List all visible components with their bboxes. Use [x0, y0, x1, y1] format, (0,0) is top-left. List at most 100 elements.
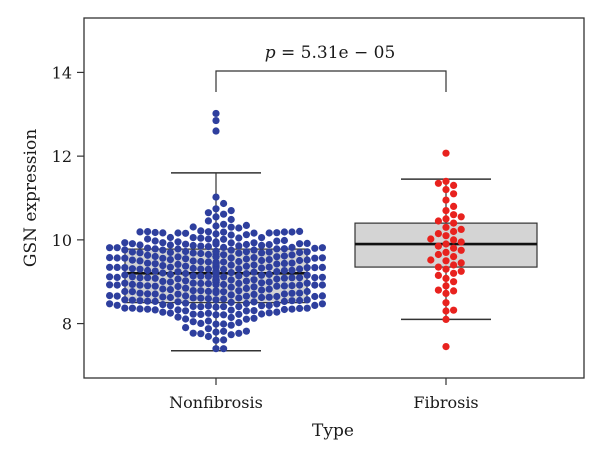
outlier-point: [212, 127, 220, 135]
data-point: [450, 211, 458, 219]
data-point: [220, 336, 228, 344]
data-point: [288, 259, 296, 267]
data-point: [212, 230, 220, 238]
data-point: [144, 244, 152, 252]
data-point: [288, 266, 296, 274]
data-point: [182, 269, 190, 278]
data-point: [442, 307, 450, 315]
data-point: [128, 296, 136, 304]
data-point: [128, 304, 136, 312]
data-point: [442, 240, 450, 248]
data-point: [166, 302, 174, 310]
data-point: [204, 243, 212, 251]
data-point: [235, 257, 243, 266]
data-point: [280, 267, 288, 275]
data-point: [434, 286, 442, 294]
data-point: [144, 282, 152, 290]
data-point: [318, 263, 326, 271]
data-point: [151, 282, 159, 290]
data-point: [227, 239, 235, 247]
data-point: [151, 267, 159, 275]
data-point: [258, 271, 266, 279]
data-point: [144, 266, 152, 275]
data-point: [159, 254, 167, 262]
data-point: [121, 287, 129, 296]
data-point: [128, 273, 136, 281]
data-point: [227, 283, 235, 291]
data-point: [204, 332, 212, 341]
data-point: [204, 302, 212, 310]
data-point: [265, 278, 273, 286]
data-point: [280, 245, 288, 253]
data-point: [197, 242, 205, 250]
data-point: [182, 277, 190, 285]
data-point: [204, 325, 212, 333]
y-axis-title: GSN expression: [21, 129, 41, 267]
x-tick-label: Fibrosis: [413, 393, 478, 412]
data-point: [106, 300, 114, 308]
data-point: [258, 286, 266, 294]
data-point: [128, 256, 136, 264]
data-point: [204, 228, 212, 236]
data-point: [227, 298, 235, 306]
data-point: [227, 313, 235, 322]
data-point: [280, 290, 288, 298]
data-point: [273, 260, 281, 268]
data-point: [227, 231, 235, 239]
data-point: [174, 268, 182, 276]
data-point: [189, 264, 197, 272]
data-point: [258, 241, 266, 249]
data-point: [174, 253, 182, 261]
data-point: [442, 186, 450, 194]
data-point: [280, 282, 288, 290]
significance-annotation: p = 5.31e − 05: [215, 43, 447, 92]
data-point: [204, 272, 212, 280]
data-point: [166, 256, 174, 264]
data-point: [242, 277, 250, 285]
data-point: [159, 301, 167, 309]
p-value-text: = 5.31e − 05: [276, 43, 396, 63]
data-point: [197, 272, 205, 280]
data-point: [136, 249, 144, 257]
data-point: [144, 228, 152, 236]
y-tick-label: 14: [52, 63, 72, 82]
data-point: [242, 299, 250, 308]
data-point: [166, 248, 174, 256]
data-point: [427, 256, 435, 264]
data-point: [144, 274, 152, 282]
data-point: [197, 265, 205, 273]
data-point: [220, 273, 228, 281]
data-point: [235, 265, 243, 273]
data-point: [303, 287, 311, 296]
data-point: [265, 248, 273, 256]
data-point: [318, 281, 326, 289]
data-point: [450, 244, 458, 252]
data-point: [296, 265, 304, 273]
data-point: [250, 239, 258, 247]
data-point: [242, 307, 250, 315]
data-point: [220, 327, 228, 335]
data-point: [197, 303, 205, 311]
data-point: [273, 282, 281, 290]
data-point: [159, 277, 167, 285]
data-point: [182, 299, 190, 307]
data-point: [434, 179, 442, 187]
data-point: [434, 230, 442, 238]
data-point: [174, 306, 182, 314]
data-point: [296, 274, 304, 282]
data-point: [166, 270, 174, 279]
data-point: [166, 278, 174, 286]
data-point: [204, 287, 212, 295]
data-point: [204, 280, 212, 288]
data-point: [427, 235, 435, 243]
data-point: [450, 269, 458, 277]
data-point: [151, 237, 159, 245]
data-point: [174, 275, 182, 283]
data-point: [450, 181, 458, 189]
data-point: [273, 245, 281, 253]
data-point: [174, 260, 182, 268]
data-point: [212, 247, 220, 255]
data-point: [144, 259, 152, 267]
data-point: [182, 262, 190, 270]
p-value-label: p = 5.31e − 05: [265, 43, 396, 63]
